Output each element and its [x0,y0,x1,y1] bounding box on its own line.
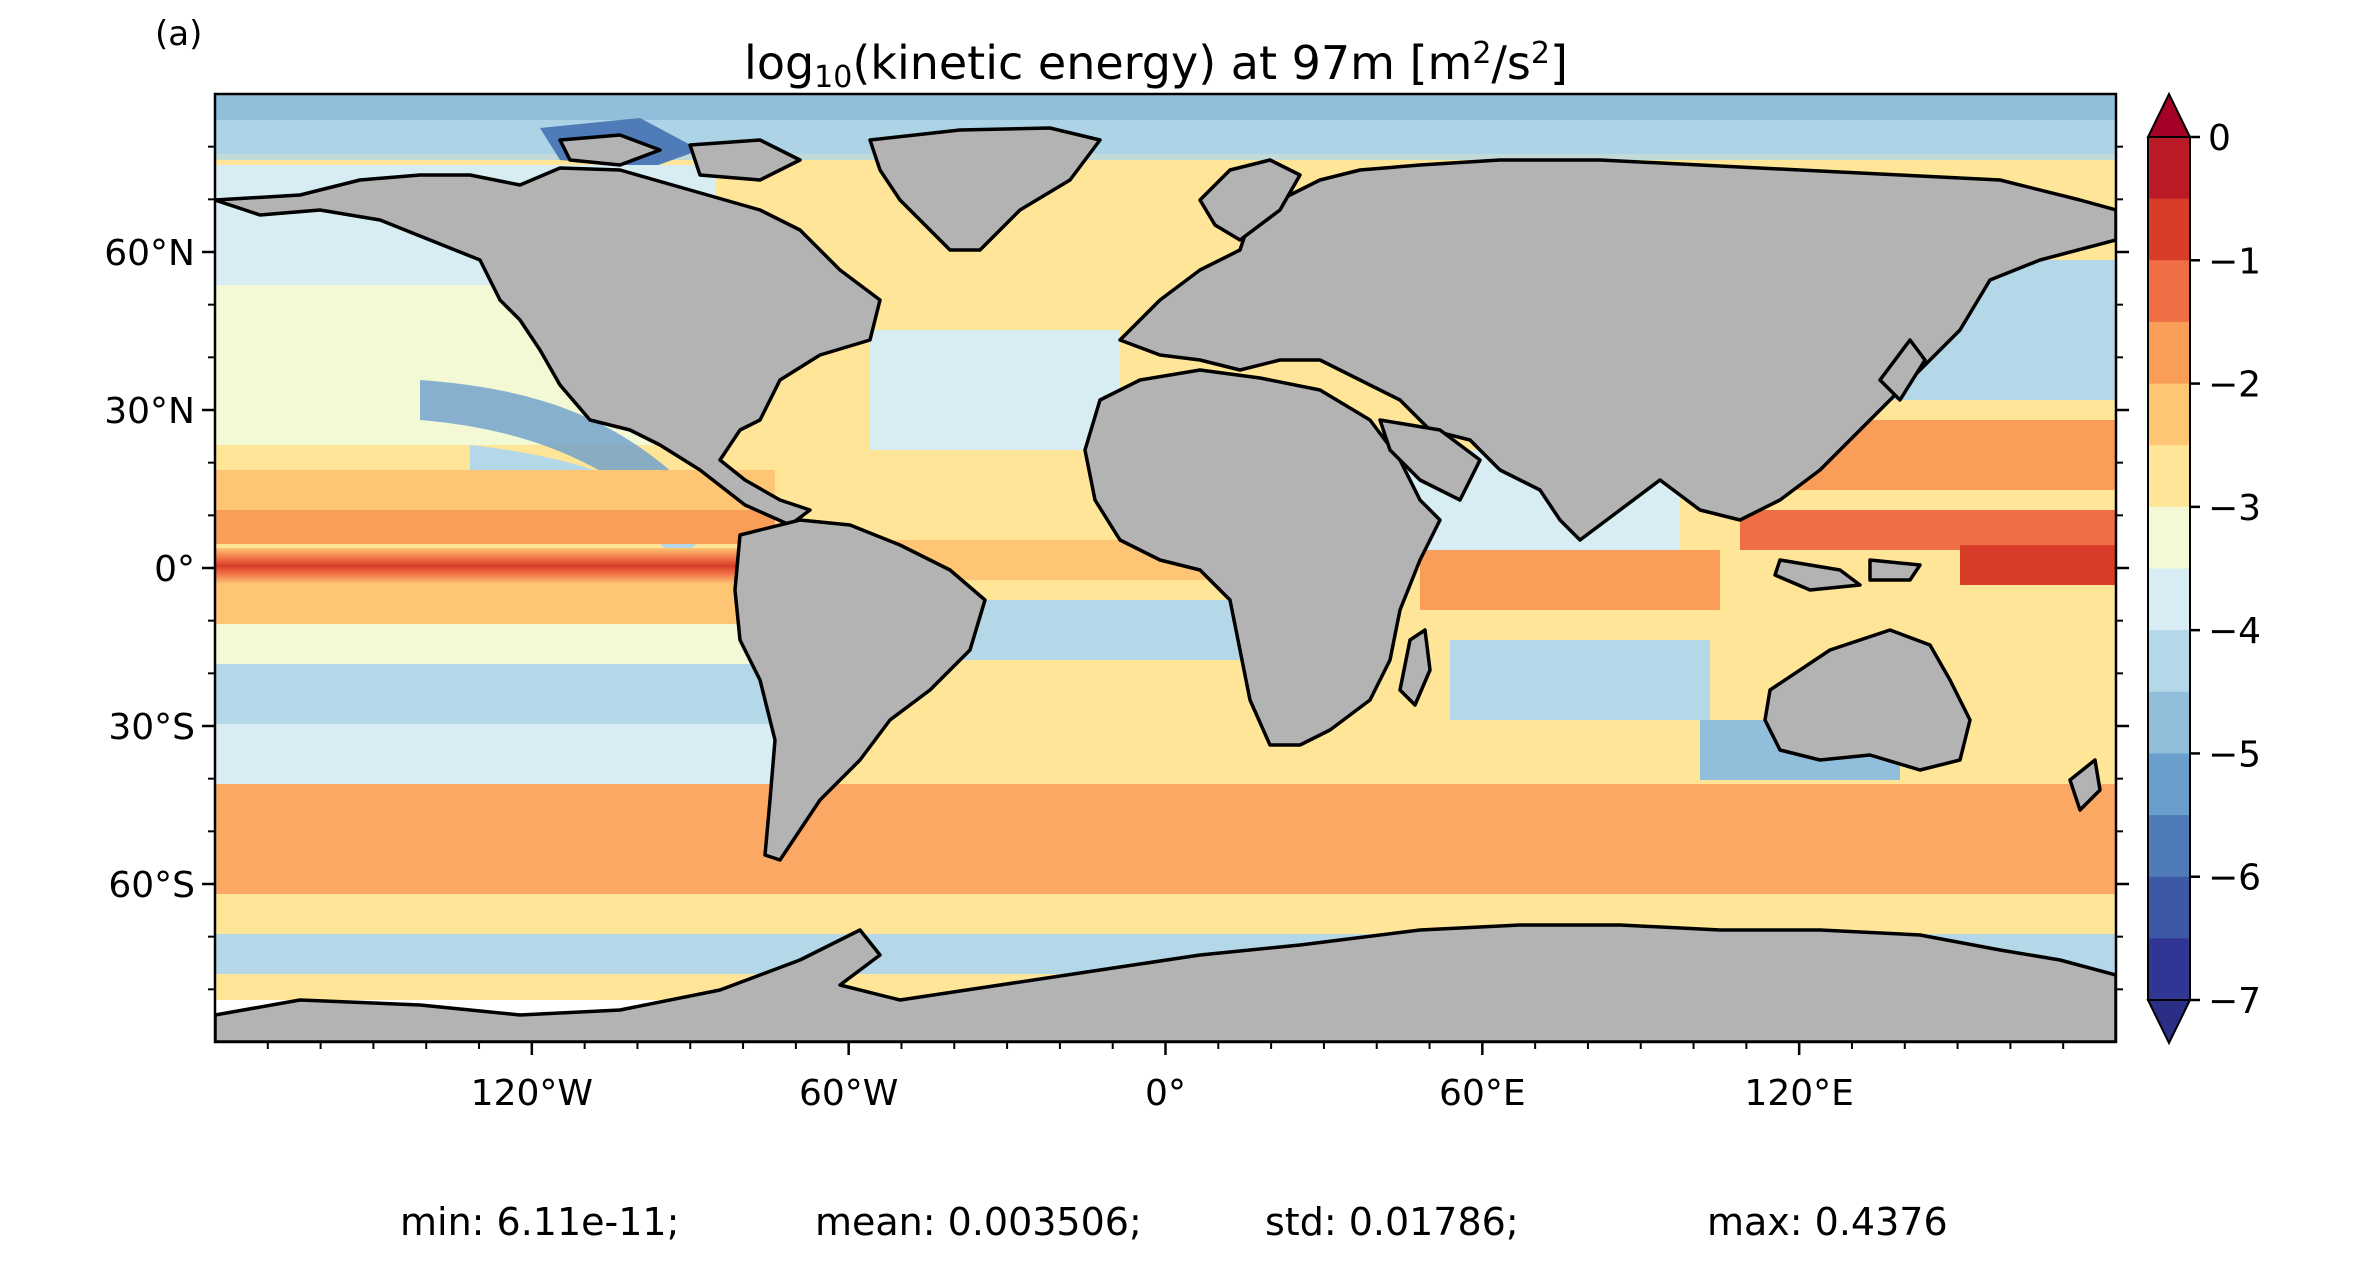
colorbar-tick-label: 0 [2208,118,2231,159]
lat-tick-label: 60°N [104,233,195,274]
stat-min: min: 6.11e-11; [400,1200,680,1244]
colorbar-segment [2148,753,2190,816]
colorbar-tick-label: −6 [2208,858,2261,899]
colorbar-tick-label: −5 [2208,734,2261,775]
colorbar-tick-label: −2 [2208,365,2261,406]
colorbar-segment [2148,260,2190,323]
colorbar-tick-label: −3 [2208,488,2261,529]
lon-tick-label: 60°E [1439,1073,1526,1114]
colorbar-extend-low [2146,999,2192,1046]
lat-tick-label: 60°S [108,865,195,906]
lon-tick-label: 0° [1145,1073,1186,1114]
colorbar-segment [2148,321,2190,385]
lon-tick-label: 120°W [471,1073,593,1114]
map-title: log10(kinetic energy) at 97m [m2/s2] [744,36,1568,95]
land-masses [215,126,2116,1042]
latitude-axis: 60°N 30°N 0° 30°S 60°S [104,145,2129,991]
colorbar-extend-high [2146,91,2192,138]
stat-std: std: 0.01786; [1265,1200,1519,1244]
colorbar-tick-label: −7 [2208,981,2261,1022]
colorbar-segment [2148,938,2190,1001]
colorbar-segment [2148,876,2190,939]
colorbar-segment [2148,137,2190,200]
colorbar-segment [2148,383,2190,446]
colorbar-segment [2148,506,2190,569]
colorbar-segment [2148,445,2190,508]
colorbar: 0 −1 −2 −3 −4 −5 −6 −7 [2146,91,2261,1046]
panel-label: (a) [155,14,203,54]
colorbar-tick-label: −4 [2208,611,2261,652]
lon-tick-label: 120°E [1744,1073,1853,1114]
colorbar-segment [2148,630,2190,693]
lon-tick-label: 60°W [799,1073,898,1114]
colorbar-segment [2148,691,2190,754]
lat-tick-label: 30°N [104,391,195,432]
lat-tick-label: 0° [154,549,195,590]
colorbar-segment [2148,815,2190,878]
stat-max: max: 0.4376 [1707,1200,1948,1244]
colorbar-segment [2148,198,2190,261]
longitude-axis: 120°W 60°W 0° 60°E 120°E [266,1042,2065,1114]
colorbar-segment [2148,568,2190,631]
colorbar-tick-label: −1 [2208,241,2261,282]
lat-tick-label: 30°S [108,707,195,748]
stat-mean: mean: 0.003506; [815,1200,1142,1244]
